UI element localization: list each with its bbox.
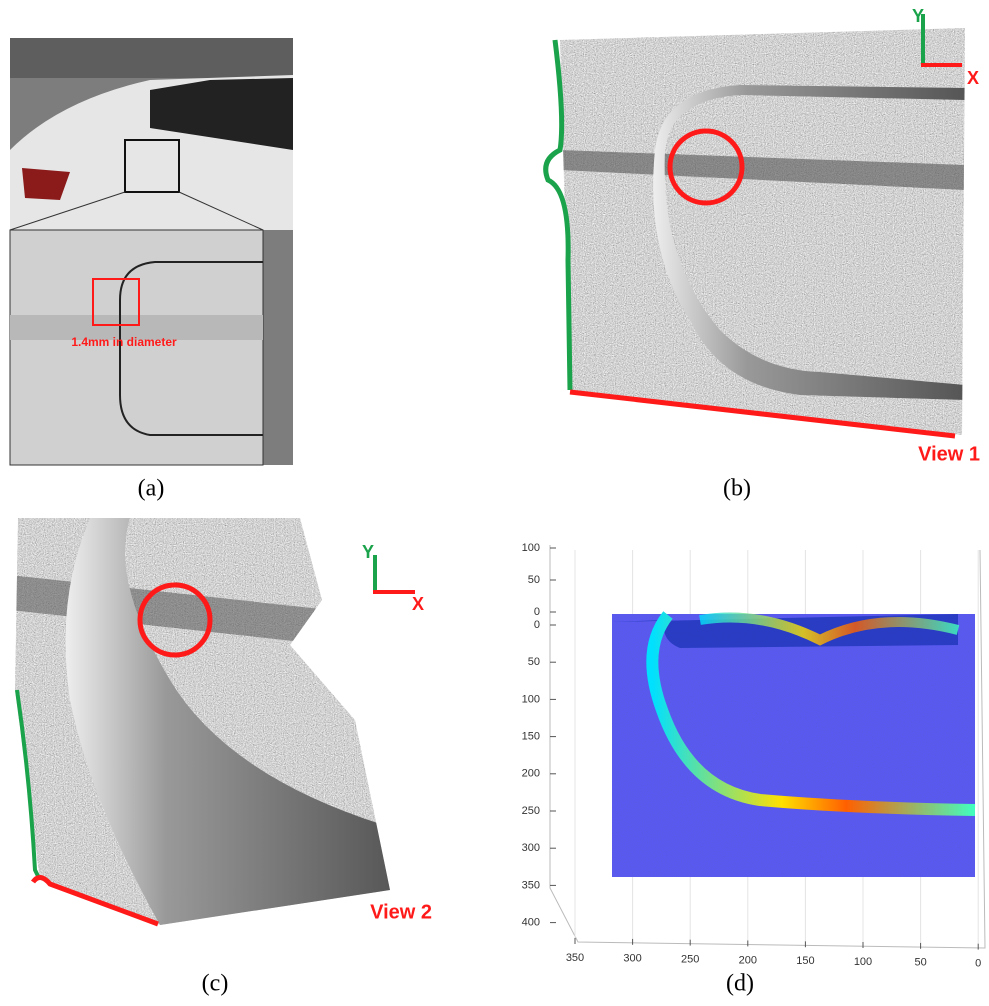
y-tick-label: 200 <box>522 768 540 780</box>
view-label: View 1 <box>918 443 980 465</box>
panel-b: Y X View 1 (b) <box>546 6 980 502</box>
y-tick-label: 250 <box>522 805 540 817</box>
x-tick-label: 0 <box>975 958 981 970</box>
y-tick-label: 300 <box>522 842 540 854</box>
panel-a: 1.4mm in diameter (a) <box>10 38 293 502</box>
y-tick-label: 350 <box>522 879 540 891</box>
panel-label: (d) <box>726 971 754 997</box>
axis-label: Y <box>912 6 924 26</box>
page: {"panels": [ {"label": "(a)", "annotatio… <box>0 0 989 1006</box>
panel-c: Y X View 2 (c) <box>10 515 432 997</box>
x-tick-label: 50 <box>914 957 926 969</box>
y-tick-label: 50 <box>528 656 540 668</box>
z-tick-label: 0 <box>534 606 540 618</box>
panel-label: (b) <box>723 476 751 502</box>
surface <box>612 614 975 877</box>
x-tick-label: 350 <box>566 952 584 964</box>
z-tick-label: 50 <box>528 574 540 586</box>
x-tick-label: 150 <box>796 955 814 967</box>
figure: 1.4mm in diameter (a) Y X View 1 (b) Y X <box>0 0 989 1006</box>
axis-label: X <box>967 68 979 88</box>
panel-label: (a) <box>138 476 165 502</box>
x-tick-label: 200 <box>739 954 757 966</box>
view-label: View 2 <box>370 901 432 923</box>
y-tick-label: 400 <box>522 917 540 929</box>
x-tick-label: 250 <box>681 954 699 966</box>
panel-label: (c) <box>202 971 229 997</box>
photo-sky <box>10 38 293 78</box>
y-tick-label: 100 <box>522 693 540 705</box>
axis-label: X <box>412 594 424 614</box>
x-tick-label: 300 <box>623 953 641 965</box>
y-tick-label: 0 <box>534 619 540 631</box>
y-tick-label: 150 <box>522 731 540 743</box>
axis-label: Y <box>362 542 374 562</box>
x-tick-label: 100 <box>854 956 872 968</box>
annotation: 1.4mm in diameter <box>71 335 177 349</box>
z-tick-label: 100 <box>522 542 540 554</box>
